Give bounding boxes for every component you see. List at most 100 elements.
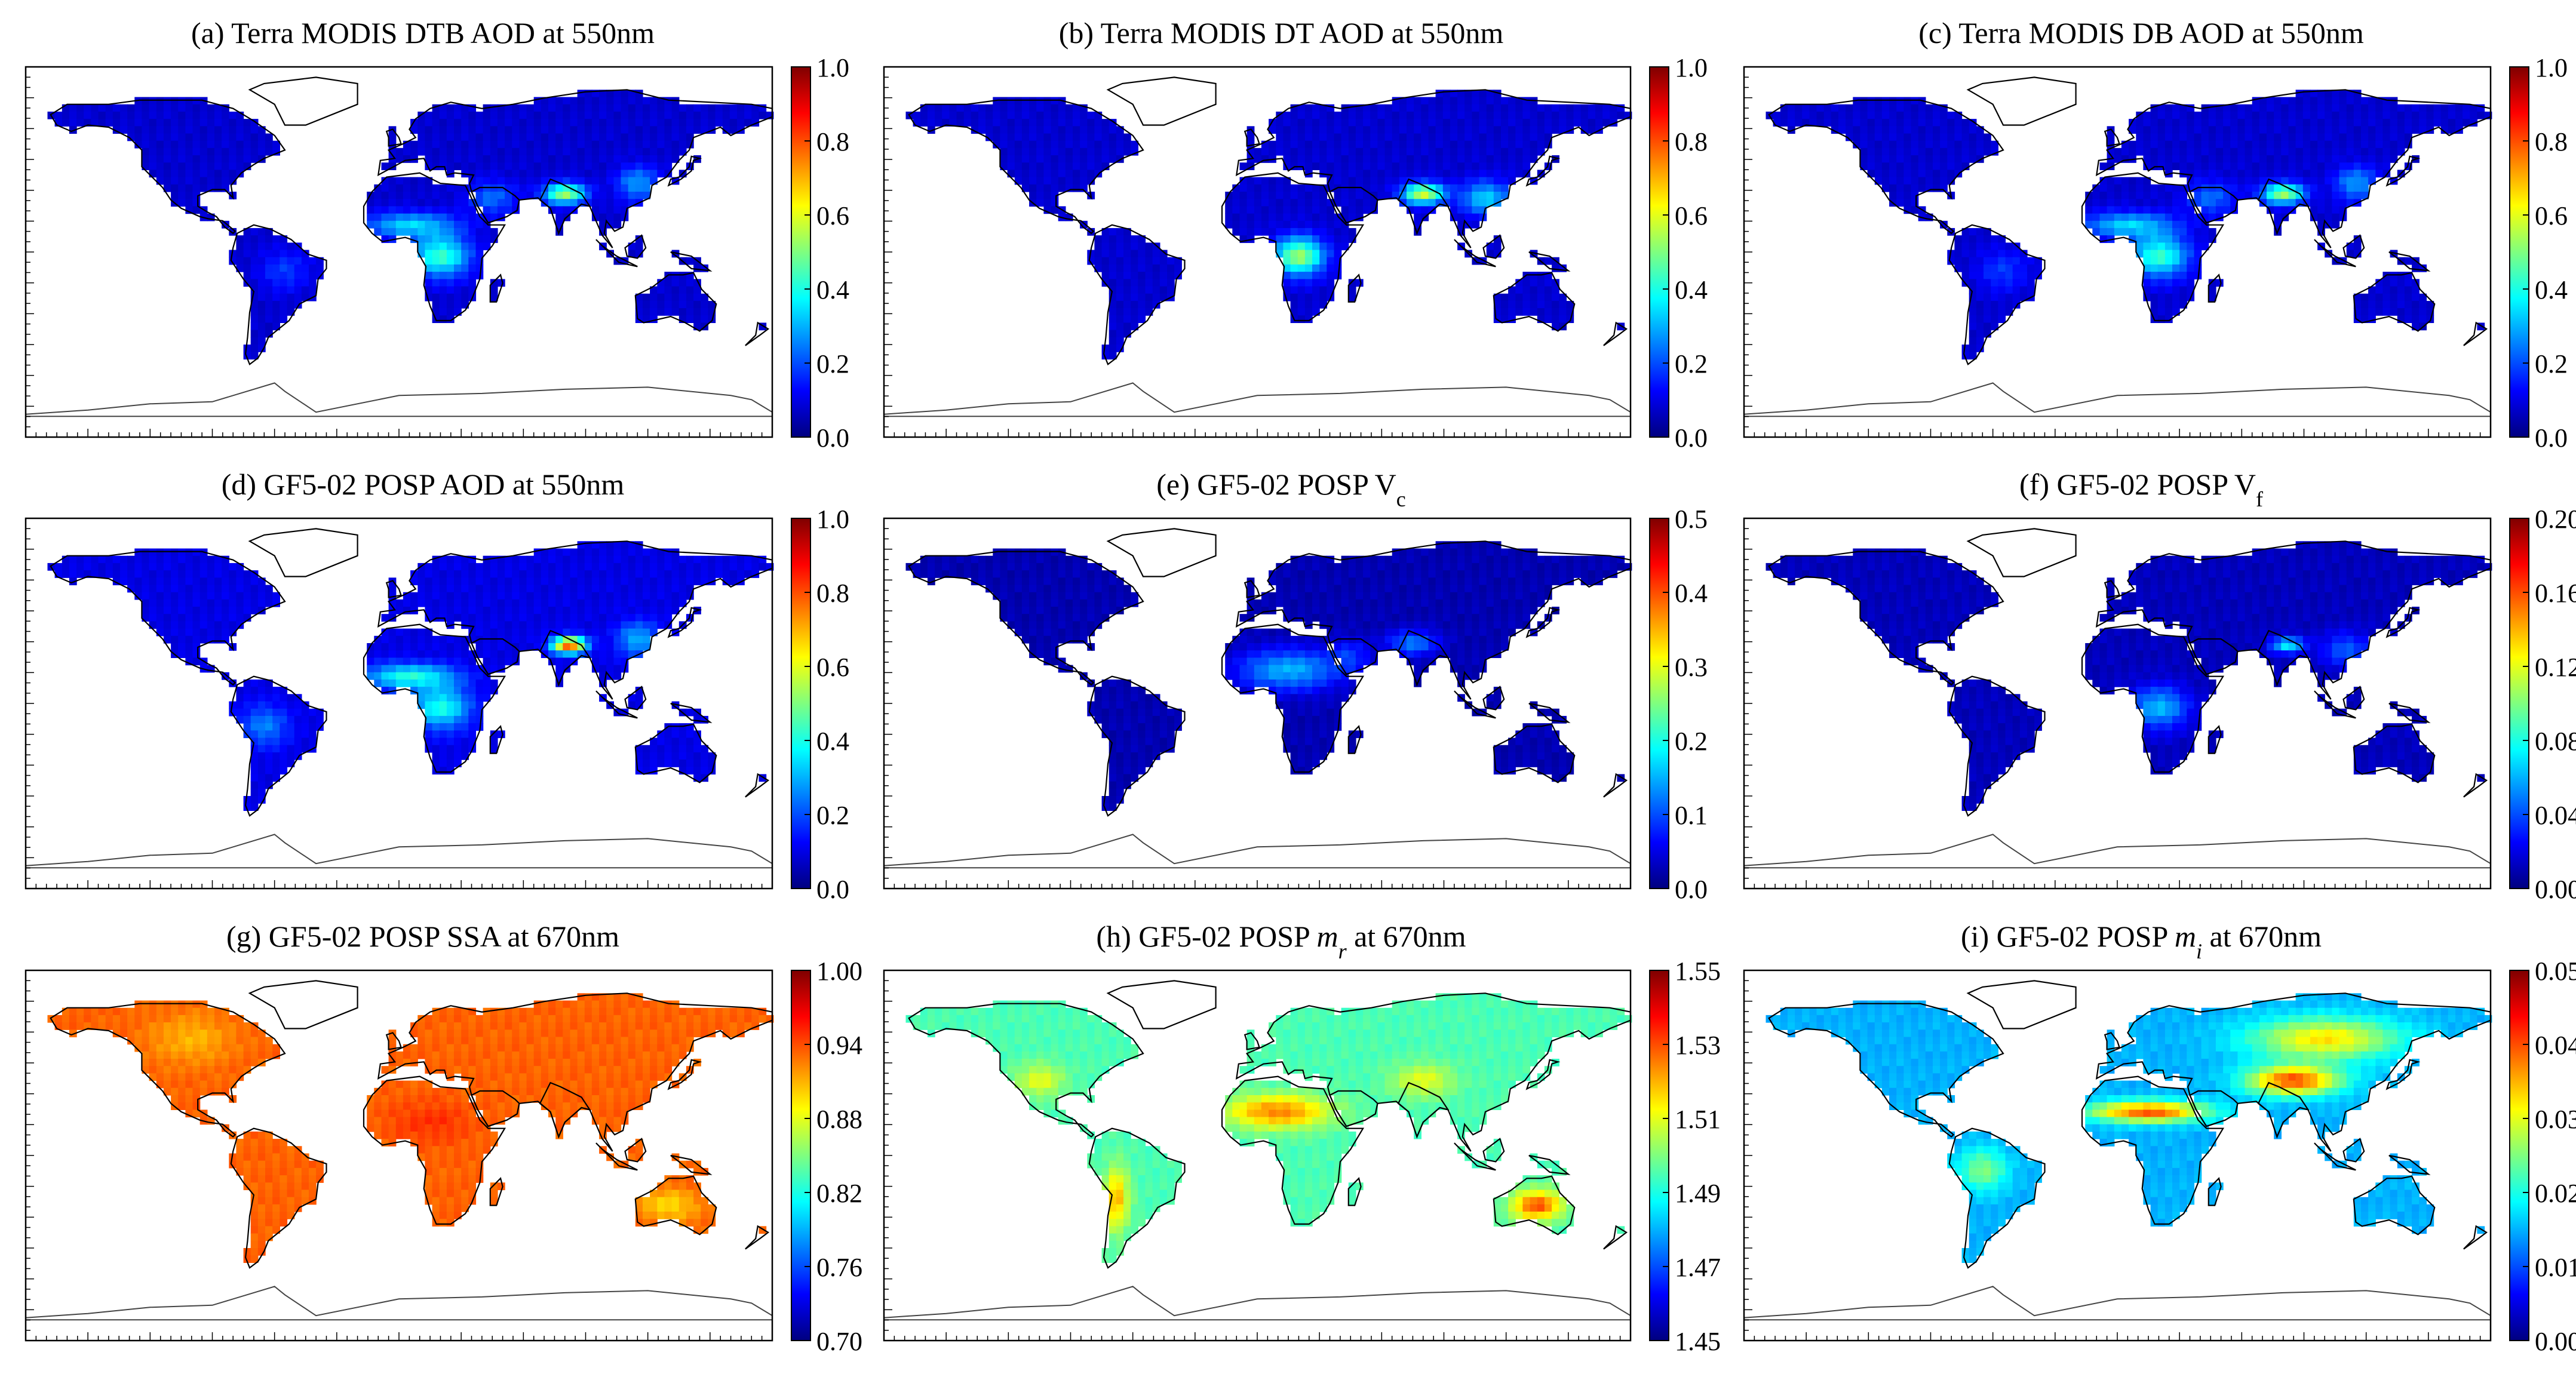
- colorbar-tick-label: 0.0: [1675, 423, 1708, 453]
- colorbar-tick-label: 0.70: [816, 1327, 862, 1356]
- colorbar-tick-label: 1.51: [1675, 1105, 1721, 1134]
- colorbar-tick-label: 0.0: [1675, 875, 1708, 904]
- coastlines: [25, 980, 773, 1321]
- colorbar-tick-label: 0.2: [816, 349, 849, 379]
- map-ticks: [883, 970, 1631, 1341]
- map-ticks: [883, 518, 1631, 889]
- coastlines: [883, 528, 1632, 869]
- panel-title: (d) GF5-02 POSP AOD at 550nm: [222, 468, 625, 501]
- map-raster: [905, 90, 1632, 359]
- map-raster: [47, 993, 774, 1263]
- colorbar-tick-label: 0.76: [816, 1253, 862, 1282]
- map-ticks: [25, 66, 773, 438]
- panel-h: (h) GF5-02 POSP mr at 670nm 1.45 1.47 1.49 1…: [883, 920, 1721, 1356]
- colorbar-tick-label: 0.03: [2535, 1105, 2576, 1134]
- colorbar-tick-label: 0.02: [2535, 1179, 2576, 1208]
- colorbar: [1649, 66, 1669, 438]
- colorbar-tick-label: 0.2: [1675, 727, 1708, 756]
- colorbar: [2509, 518, 2529, 889]
- panel-i: (i) GF5-02 POSP mi at 670nm 0.00 0.01 0.02 0…: [1743, 920, 2576, 1356]
- colorbar-tick-label: 0.08: [2535, 727, 2576, 756]
- panel-title: (a) Terra MODIS DTB AOD at 550nm: [191, 16, 655, 50]
- colorbar-tick-label: 0.1: [1675, 801, 1708, 830]
- coastlines: [1743, 528, 2492, 869]
- colorbar-tick-label: 0.04: [2535, 801, 2576, 830]
- map-raster: [47, 541, 774, 811]
- colorbar: [2509, 970, 2529, 1341]
- map-ticks: [1743, 518, 2491, 889]
- colorbar-tick-label: 1.49: [1675, 1179, 1721, 1208]
- colorbar-tick-label: 0.04: [2535, 1031, 2576, 1060]
- colorbar-tick-label: 0.4: [816, 727, 849, 756]
- colorbar-tick-label: 0.3: [1675, 653, 1708, 682]
- colorbar-tick-label: 0.6: [816, 653, 849, 682]
- colorbar-tick-label: 0.8: [816, 579, 849, 608]
- panel-f: (f) GF5-02 POSP Vf 0.00 0.04 0.08 0.12 0.16 0.…: [1743, 468, 2576, 904]
- panel-title: (b) Terra MODIS DT AOD at 550nm: [1059, 16, 1504, 50]
- colorbar: [791, 970, 811, 1341]
- colorbar-tick-label: 1.0: [1675, 53, 1708, 82]
- map-ticks: [25, 518, 773, 889]
- map-raster: [1766, 993, 2492, 1263]
- colorbar-tick-label: 0.6: [1675, 201, 1708, 230]
- coastlines: [883, 76, 1632, 417]
- colorbar-tick-label: 0.0: [2535, 423, 2568, 453]
- panel-title: (i) GF5-02 POSP mi at 670nm: [1961, 920, 2322, 963]
- colorbar: [2509, 66, 2529, 438]
- colorbar-tick-label: 0.6: [816, 201, 849, 230]
- panel-grid: (a) Terra MODIS DTB AOD at 550nm 0.0 0.2 0.…: [24, 16, 2576, 1356]
- coastlines: [1743, 980, 2492, 1321]
- colorbar-tick-label: 0.05: [2535, 957, 2576, 986]
- coastlines: [25, 528, 773, 869]
- colorbar: [791, 518, 811, 889]
- colorbar-tick-label: 1.0: [816, 53, 849, 82]
- map-ticks: [25, 970, 773, 1341]
- colorbar-tick-label: 1.0: [816, 505, 849, 534]
- panel-title: (e) GF5-02 POSP Vc: [1156, 468, 1405, 511]
- coastlines: [883, 980, 1632, 1321]
- map-ticks: [883, 66, 1631, 438]
- colorbar-tick-label: 0.0: [816, 423, 849, 453]
- colorbar-tick-label: 1.55: [1675, 957, 1721, 986]
- panel-d: (d) GF5-02 POSP AOD at 550nm 0.0 0.2 0.4 0.6…: [24, 468, 849, 904]
- colorbar-tick-label: 0.2: [816, 801, 849, 830]
- colorbar-tick-label: 0.12: [2535, 653, 2576, 682]
- colorbar-tick-label: 0.88: [816, 1105, 862, 1134]
- panel-b: (b) Terra MODIS DT AOD at 550nm 0.0 0.2 0.4…: [883, 16, 1708, 453]
- colorbar-tick-label: 0.20: [2535, 505, 2576, 534]
- panel-g: (g) GF5-02 POSP SSA at 670nm 0.70 0.76 0.82…: [24, 920, 862, 1356]
- colorbar-tick-label: 0.0: [816, 875, 849, 904]
- colorbar: [1649, 970, 1669, 1341]
- panel-title: (g) GF5-02 POSP SSA at 670nm: [226, 920, 619, 953]
- panel-c: (c) Terra MODIS DB AOD at 550nm 0.0 0.2 0.4…: [1743, 16, 2568, 453]
- colorbar-tick-label: 0.2: [2535, 349, 2568, 379]
- colorbar-tick-label: 1.53: [1675, 1031, 1721, 1060]
- coastlines: [25, 76, 773, 417]
- colorbar-tick-label: 1.00: [816, 957, 862, 986]
- colorbar-tick-label: 0.4: [1675, 275, 1708, 305]
- colorbar-tick-label: 0.6: [2535, 201, 2568, 230]
- colorbar-tick-label: 0.00: [2535, 875, 2576, 904]
- panel-title: (f) GF5-02 POSP Vf: [2019, 468, 2263, 511]
- colorbar: [791, 66, 811, 438]
- colorbar: [1649, 518, 1669, 889]
- panel-a: (a) Terra MODIS DTB AOD at 550nm 0.0 0.2 0.…: [24, 16, 849, 453]
- panel-e: (e) GF5-02 POSP Vc 0.0 0.1 0.2 0.3 0.4 0.5: [883, 468, 1708, 904]
- colorbar-tick-label: 0.82: [816, 1179, 862, 1208]
- colorbar-tick-label: 0.4: [2535, 275, 2568, 305]
- colorbar-tick-label: 1.0: [2535, 53, 2568, 82]
- panel-title: (h) GF5-02 POSP mr at 670nm: [1096, 920, 1466, 963]
- colorbar-tick-label: 0.4: [1675, 579, 1708, 608]
- colorbar-tick-label: 1.45: [1675, 1327, 1721, 1356]
- colorbar-tick-label: 0.94: [816, 1031, 862, 1060]
- colorbar-tick-label: 0.8: [2535, 127, 2568, 156]
- colorbar-tick-label: 1.47: [1675, 1253, 1721, 1282]
- map-ticks: [1743, 66, 2491, 438]
- colorbar-tick-label: 0.16: [2535, 579, 2576, 608]
- colorbar-tick-label: 0.5: [1675, 505, 1708, 534]
- colorbar-tick-label: 0.01: [2535, 1253, 2576, 1282]
- colorbar-tick-label: 0.2: [1675, 349, 1708, 379]
- colorbar-tick-label: 0.00: [2535, 1327, 2576, 1356]
- panel-title: (c) Terra MODIS DB AOD at 550nm: [1918, 16, 2364, 50]
